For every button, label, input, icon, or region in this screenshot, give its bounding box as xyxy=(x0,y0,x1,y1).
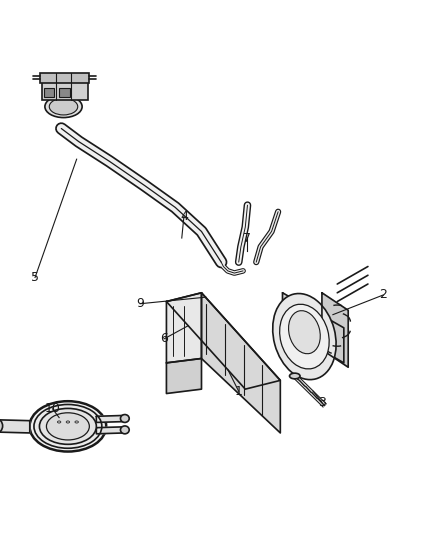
Ellipse shape xyxy=(49,98,78,115)
Text: 10: 10 xyxy=(45,402,60,415)
Polygon shape xyxy=(0,420,30,433)
Bar xyxy=(44,88,54,98)
Ellipse shape xyxy=(279,304,329,369)
Ellipse shape xyxy=(46,413,89,440)
Bar xyxy=(59,88,70,98)
Ellipse shape xyxy=(289,311,320,354)
Text: 2: 2 xyxy=(379,288,387,302)
Text: 7: 7 xyxy=(244,231,251,245)
Ellipse shape xyxy=(290,373,300,379)
Bar xyxy=(40,73,89,83)
Ellipse shape xyxy=(34,405,102,448)
Ellipse shape xyxy=(273,294,336,379)
Ellipse shape xyxy=(0,419,3,433)
Polygon shape xyxy=(166,293,201,363)
Polygon shape xyxy=(166,293,280,389)
Polygon shape xyxy=(166,359,201,393)
Ellipse shape xyxy=(75,421,78,423)
Ellipse shape xyxy=(120,426,129,434)
Ellipse shape xyxy=(45,96,82,118)
Bar xyxy=(42,82,88,100)
Polygon shape xyxy=(283,293,344,363)
Ellipse shape xyxy=(30,401,106,451)
Text: 4: 4 xyxy=(180,209,188,223)
Ellipse shape xyxy=(120,415,129,423)
Text: 6: 6 xyxy=(160,332,168,345)
Text: 9: 9 xyxy=(136,297,144,310)
Ellipse shape xyxy=(57,421,61,423)
Ellipse shape xyxy=(39,408,96,445)
Text: 5: 5 xyxy=(31,271,39,284)
Ellipse shape xyxy=(66,421,70,423)
Polygon shape xyxy=(201,293,280,433)
Polygon shape xyxy=(96,415,125,423)
Text: 1: 1 xyxy=(235,385,243,398)
Text: 3: 3 xyxy=(318,396,326,409)
Polygon shape xyxy=(96,427,125,434)
Polygon shape xyxy=(322,293,348,367)
